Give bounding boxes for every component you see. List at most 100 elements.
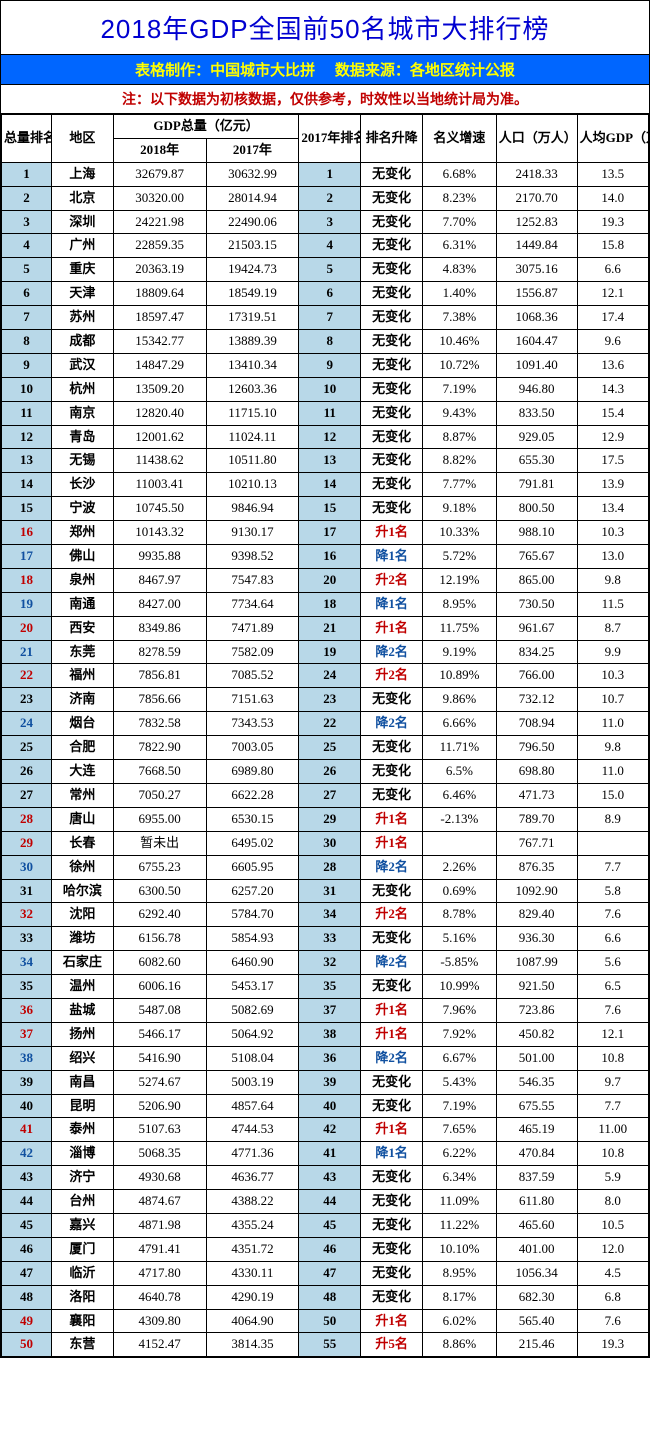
- cell-rank17: 50: [299, 1309, 361, 1333]
- cell-gdp2018: 6082.60: [113, 951, 206, 975]
- cell-region: 东莞: [51, 640, 113, 664]
- table-row: 20西安8349.867471.8921升1名11.75%961.678.7: [2, 616, 649, 640]
- cell-rank: 49: [2, 1309, 52, 1333]
- cell-percapita: 9.6: [577, 330, 648, 354]
- table-row: 42淄博5068.354771.3641降1名6.22%470.8410.8: [2, 1142, 649, 1166]
- cell-pop: 215.46: [496, 1333, 577, 1357]
- cell-growth: 11.09%: [423, 1190, 497, 1214]
- cell-rank17: 27: [299, 783, 361, 807]
- cell-region: 洛阳: [51, 1285, 113, 1309]
- table-row: 32沈阳6292.405784.7034升2名8.78%829.407.6: [2, 903, 649, 927]
- cell-growth: 7.19%: [423, 377, 497, 401]
- cell-growth: 11.71%: [423, 736, 497, 760]
- cell-change: 无变化: [361, 186, 423, 210]
- table-row: 13无锡11438.6210511.8013无变化8.82%655.3017.5: [2, 449, 649, 473]
- cell-region: 长沙: [51, 473, 113, 497]
- cell-gdp2017: 13410.34: [206, 353, 299, 377]
- cell-gdp2017: 5854.93: [206, 927, 299, 951]
- cell-growth: 10.46%: [423, 330, 497, 354]
- cell-pop: 791.81: [496, 473, 577, 497]
- cell-gdp2017: 6460.90: [206, 951, 299, 975]
- cell-rank17: 34: [299, 903, 361, 927]
- cell-gdp2017: 4290.19: [206, 1285, 299, 1309]
- cell-growth: 8.87%: [423, 425, 497, 449]
- cell-region: 潍坊: [51, 927, 113, 951]
- cell-gdp2017: 9846.94: [206, 497, 299, 521]
- cell-region: 合肥: [51, 736, 113, 760]
- cell-region: 唐山: [51, 807, 113, 831]
- cell-region: 苏州: [51, 306, 113, 330]
- cell-change: 无变化: [361, 234, 423, 258]
- cell-rank17: 19: [299, 640, 361, 664]
- cell-rank17: 43: [299, 1166, 361, 1190]
- table-row: 15宁波10745.509846.9415无变化9.18%800.5013.4: [2, 497, 649, 521]
- cell-region: 沈阳: [51, 903, 113, 927]
- cell-rank: 45: [2, 1213, 52, 1237]
- cell-change: 无变化: [361, 449, 423, 473]
- table-row: 19南通8427.007734.6418降1名8.95%730.5011.5: [2, 592, 649, 616]
- cell-growth: 6.02%: [423, 1309, 497, 1333]
- cell-rank: 40: [2, 1094, 52, 1118]
- cell-pop: 450.82: [496, 1022, 577, 1046]
- cell-gdp2017: 7343.53: [206, 712, 299, 736]
- cell-growth: 9.18%: [423, 497, 497, 521]
- cell-gdp2017: 4744.53: [206, 1118, 299, 1142]
- cell-change: 降2名: [361, 855, 423, 879]
- cell-percapita: 12.1: [577, 282, 648, 306]
- cell-rank17: 35: [299, 975, 361, 999]
- cell-gdp2017: 5064.92: [206, 1022, 299, 1046]
- cell-change: 降2名: [361, 640, 423, 664]
- cell-percapita: 13.6: [577, 353, 648, 377]
- cell-rank17: 45: [299, 1213, 361, 1237]
- cell-gdp2018: 15342.77: [113, 330, 206, 354]
- cell-rank: 34: [2, 951, 52, 975]
- cell-gdp2017: 6622.28: [206, 783, 299, 807]
- cell-change: 升2名: [361, 664, 423, 688]
- cell-pop: 936.30: [496, 927, 577, 951]
- cell-gdp2017: 7547.83: [206, 568, 299, 592]
- cell-rank: 6: [2, 282, 52, 306]
- cell-percapita: 7.6: [577, 903, 648, 927]
- cell-gdp2017: 30632.99: [206, 162, 299, 186]
- cell-percapita: 19.3: [577, 1333, 648, 1357]
- cell-rank17: 48: [299, 1285, 361, 1309]
- cell-rank17: 17: [299, 521, 361, 545]
- cell-gdp2018: 11003.41: [113, 473, 206, 497]
- cell-rank: 47: [2, 1261, 52, 1285]
- table-row: 48洛阳4640.784290.1948无变化8.17%682.306.8: [2, 1285, 649, 1309]
- cell-rank17: 14: [299, 473, 361, 497]
- cell-gdp2018: 4871.98: [113, 1213, 206, 1237]
- source-origin: 数据来源：各地区统计公报: [335, 59, 515, 80]
- table-row: 21东莞8278.597582.0919降2名9.19%834.259.9: [2, 640, 649, 664]
- cell-pop: 767.71: [496, 831, 577, 855]
- cell-rank17: 55: [299, 1333, 361, 1357]
- cell-gdp2018: 5107.63: [113, 1118, 206, 1142]
- cell-rank: 35: [2, 975, 52, 999]
- cell-gdp2017: 4771.36: [206, 1142, 299, 1166]
- cell-pop: 766.00: [496, 664, 577, 688]
- cell-rank: 43: [2, 1166, 52, 1190]
- cell-region: 济南: [51, 688, 113, 712]
- cell-percapita: 4.5: [577, 1261, 648, 1285]
- table-row: 18泉州8467.977547.8320升2名12.19%865.009.8: [2, 568, 649, 592]
- table-row: 12青岛12001.6211024.1112无变化8.87%929.0512.9: [2, 425, 649, 449]
- cell-rank: 50: [2, 1333, 52, 1357]
- cell-gdp2018: 4717.80: [113, 1261, 206, 1285]
- cell-change: 无变化: [361, 975, 423, 999]
- cell-gdp2017: 11024.11: [206, 425, 299, 449]
- cell-percapita: 17.4: [577, 306, 648, 330]
- cell-growth: 8.95%: [423, 592, 497, 616]
- cell-rank: 39: [2, 1070, 52, 1094]
- cell-rank: 20: [2, 616, 52, 640]
- cell-percapita: 9.8: [577, 736, 648, 760]
- cell-growth: 7.77%: [423, 473, 497, 497]
- cell-gdp2017: 6989.80: [206, 760, 299, 784]
- cell-gdp2017: 4064.90: [206, 1309, 299, 1333]
- cell-gdp2018: 4640.78: [113, 1285, 206, 1309]
- cell-percapita: 10.5: [577, 1213, 648, 1237]
- cell-rank17: 28: [299, 855, 361, 879]
- table-row: 29长春暂未出6495.0230升1名767.71: [2, 831, 649, 855]
- cell-region: 徐州: [51, 855, 113, 879]
- cell-pop: 2418.33: [496, 162, 577, 186]
- cell-gdp2018: 5466.17: [113, 1022, 206, 1046]
